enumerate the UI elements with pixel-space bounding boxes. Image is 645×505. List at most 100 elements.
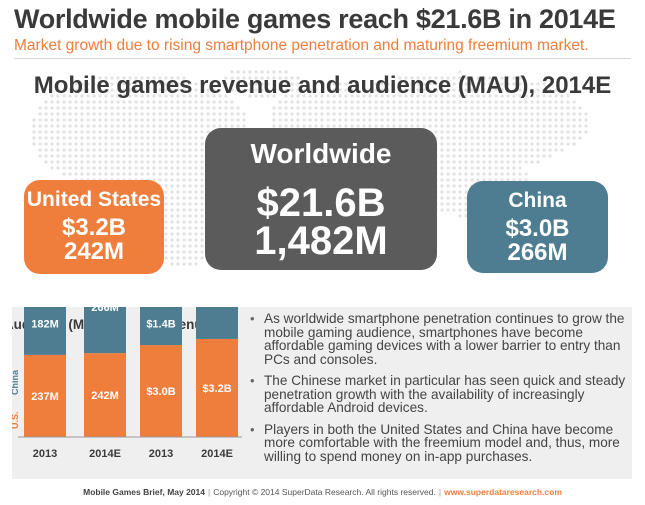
- map-dot: [194, 208, 198, 212]
- map-dot: [176, 262, 180, 266]
- title-divider: [14, 58, 631, 59]
- map-dot: [542, 100, 546, 104]
- map-dot: [476, 118, 480, 122]
- map-dot: [86, 94, 90, 98]
- map-dot: [134, 142, 138, 146]
- map-dot: [536, 94, 540, 98]
- map-dot: [116, 166, 120, 170]
- map-dot: [386, 82, 390, 86]
- map-dot: [122, 130, 126, 134]
- map-dot: [458, 178, 462, 182]
- map-dot: [224, 82, 228, 86]
- map-dot: [542, 154, 546, 158]
- map-dot: [182, 166, 186, 170]
- map-dot: [524, 160, 528, 164]
- map-dot: [566, 136, 570, 140]
- map-dot: [80, 124, 84, 128]
- map-dot: [494, 88, 498, 92]
- map-dot: [458, 202, 462, 206]
- map-dot: [128, 100, 132, 104]
- map-dot: [422, 124, 426, 128]
- map-dot: [494, 178, 498, 182]
- map-dot: [578, 136, 582, 140]
- map-dot: [404, 82, 408, 86]
- map-dot: [188, 154, 192, 158]
- map-dot: [338, 118, 342, 122]
- map-dot: [188, 238, 192, 242]
- map-dot: [224, 118, 228, 122]
- map-dot: [296, 88, 300, 92]
- map-dot: [464, 124, 468, 128]
- map-dot: [92, 148, 96, 152]
- map-dot: [488, 142, 492, 146]
- map-dot: [170, 244, 174, 248]
- map-dot: [50, 124, 54, 128]
- map-dot: [524, 136, 528, 140]
- bar-china: [196, 307, 238, 339]
- map-dot: [398, 88, 402, 92]
- map-dot: [146, 142, 150, 146]
- map-dot: [182, 244, 186, 248]
- map-dot: [164, 76, 168, 80]
- map-dot: [326, 112, 330, 116]
- footer-url-link[interactable]: www.superdataresearch.com: [444, 487, 562, 497]
- map-dot: [98, 106, 102, 110]
- map-dot: [104, 154, 108, 158]
- map-dot: [74, 124, 78, 128]
- map-dot: [452, 166, 456, 170]
- map-dot: [470, 172, 474, 176]
- map-dot: [200, 88, 204, 92]
- china-revenue: $3.0B: [505, 215, 570, 242]
- map-dot: [320, 82, 324, 86]
- map-dot: [44, 148, 48, 152]
- map-dot: [314, 112, 318, 116]
- map-dot: [500, 88, 504, 92]
- map-dot: [170, 220, 174, 224]
- map-dot: [182, 184, 186, 188]
- map-dot: [446, 88, 450, 92]
- map-dot: [284, 70, 288, 74]
- map-dot: [518, 136, 522, 140]
- map-dot: [530, 130, 534, 134]
- map-dot: [440, 106, 444, 110]
- map-dot: [188, 166, 192, 170]
- map-dot: [344, 94, 348, 98]
- map-dot: [500, 166, 504, 170]
- map-dot: [92, 136, 96, 140]
- footer-brief: Mobile Games Brief, May 2014: [83, 487, 205, 497]
- map-dot: [494, 118, 498, 122]
- map-dot: [404, 112, 408, 116]
- map-dot: [110, 106, 114, 110]
- map-dot: [68, 142, 72, 146]
- map-dot: [338, 112, 342, 116]
- map-dot: [134, 160, 138, 164]
- map-dot: [482, 76, 486, 80]
- map-dot: [308, 118, 312, 122]
- map-dot: [452, 136, 456, 140]
- map-dot: [152, 172, 156, 176]
- map-dot: [50, 136, 54, 140]
- map-dot: [452, 106, 456, 110]
- map-dot: [542, 130, 546, 134]
- map-dot: [200, 244, 204, 248]
- map-dot: [428, 106, 432, 110]
- map-dot: [560, 136, 564, 140]
- map-dot: [80, 154, 84, 158]
- map-dot: [98, 82, 102, 86]
- map-dot: [266, 94, 270, 98]
- map-dot: [368, 124, 372, 128]
- map-dot: [98, 88, 102, 92]
- map-dot: [548, 118, 552, 122]
- map-dot: [284, 118, 288, 122]
- map-dot: [146, 106, 150, 110]
- map-dot: [302, 94, 306, 98]
- map-dot: [182, 100, 186, 104]
- map-dot: [512, 166, 516, 170]
- map-dot: [458, 166, 462, 170]
- map-dot: [170, 100, 174, 104]
- map-dot: [560, 100, 564, 104]
- map-dot: [476, 100, 480, 104]
- map-dot: [452, 112, 456, 116]
- map-dot: [326, 106, 330, 110]
- map-dot: [500, 100, 504, 104]
